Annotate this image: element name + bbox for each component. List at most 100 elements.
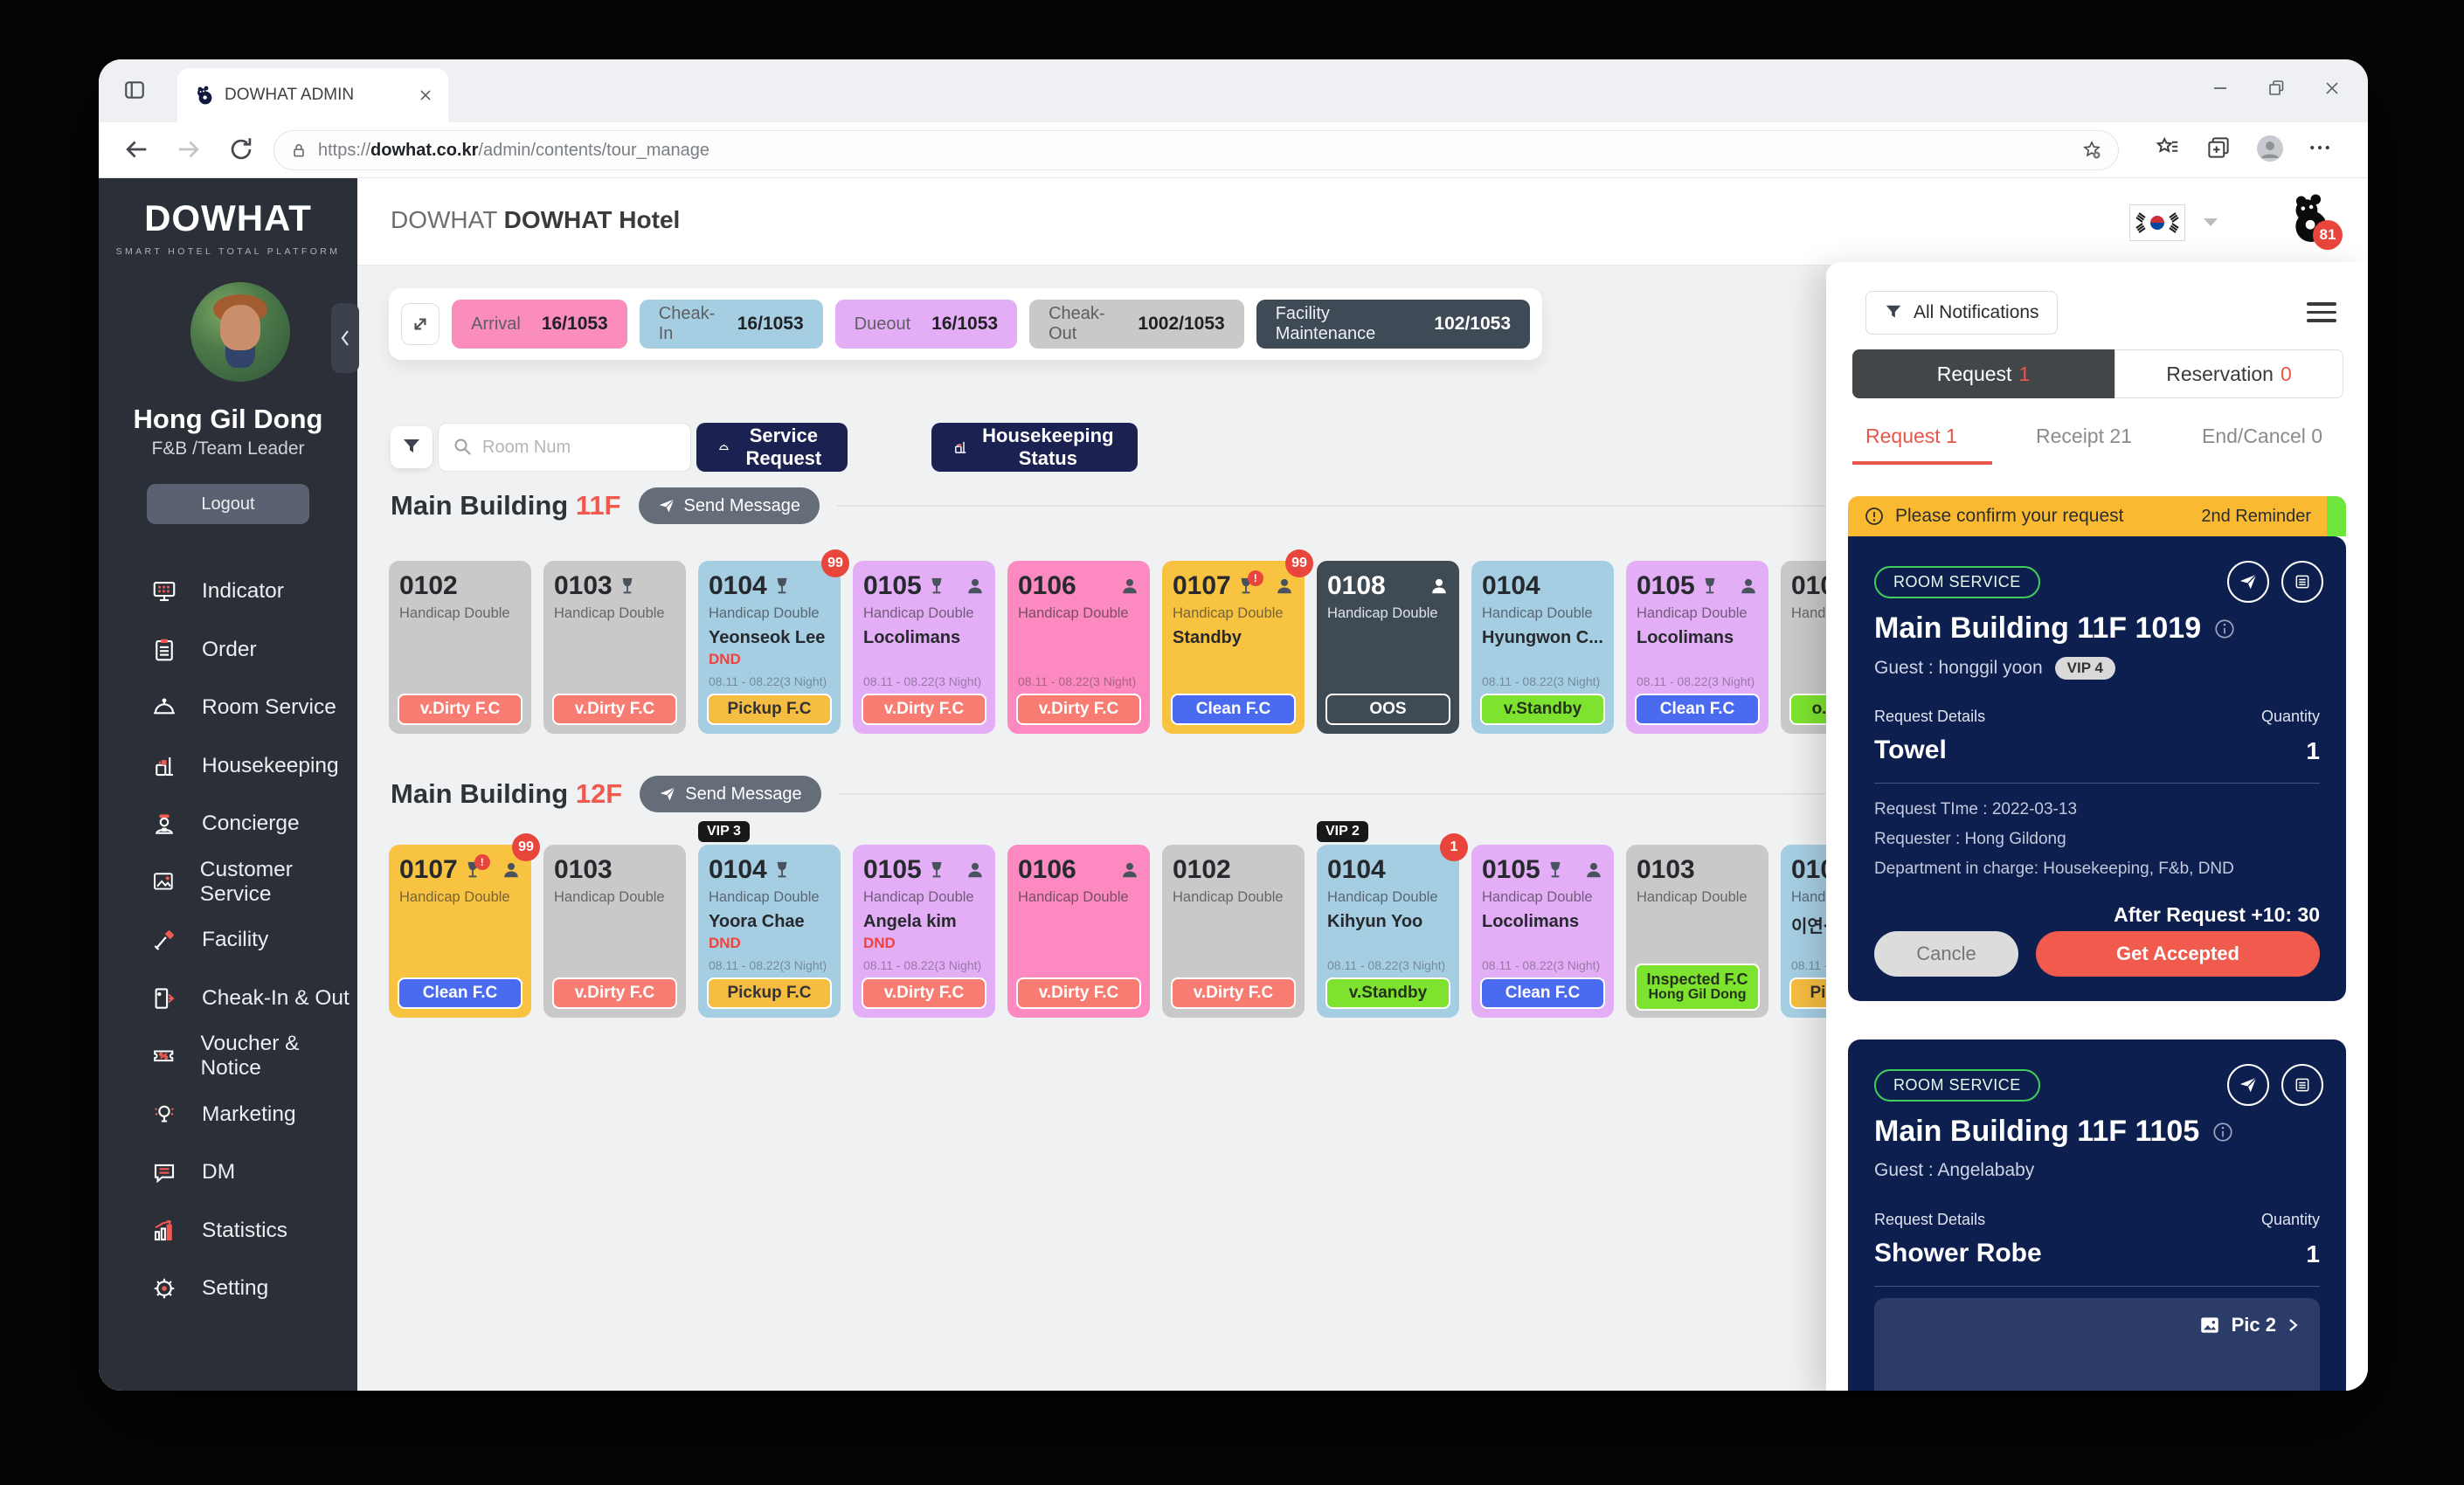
send-message-button[interactable]: Send Message [638,487,820,524]
window-minimize-button[interactable] [2211,79,2230,98]
housekeeping-status-badge[interactable]: v.Dirty F.C [552,977,677,1009]
sidebar-item-dm[interactable]: DM [99,1143,357,1202]
sidebar-item-voucher-notice[interactable]: Voucher & Notice [99,1027,357,1086]
tab-actions-icon[interactable] [123,79,146,101]
room-card[interactable]: 0106 Handicap Double v.Dirty F.C [1007,845,1150,1018]
room-type: Handicap Double [554,605,665,621]
room-card[interactable]: 0106 Handicap Double 08.11 - 08.22(3 Nig… [1007,561,1150,734]
status-pill-arrival[interactable]: Arrival 16/1053 [452,300,627,349]
room-card[interactable]: 0105 Handicap Double Locolimans 08.11 - … [853,561,995,734]
logout-button[interactable]: Logout [147,484,309,524]
language-flag-korea[interactable] [2129,204,2185,241]
search-input[interactable] [438,423,691,472]
sidebar-item-housekeeping[interactable]: Housekeeping [99,737,357,796]
request-list-icon[interactable] [2281,561,2323,603]
profile-avatar-icon[interactable] [2256,135,2284,162]
status-pill-dueout[interactable]: Dueout 16/1053 [834,300,1018,349]
housekeeping-status-badge[interactable]: v.Standby [1480,694,1605,725]
indicator-icon [151,578,177,604]
housekeeping-status-badge[interactable]: v.Dirty F.C [862,977,986,1009]
info-icon[interactable] [2211,1121,2234,1143]
tab-close-icon[interactable] [419,88,433,102]
housekeeping-status-badge[interactable]: v.Dirty F.C [398,694,523,725]
room-card[interactable]: 0105 Handicap Double Locolimans 08.11 - … [1626,561,1768,734]
subtab-receipt[interactable]: Receipt 21 [2036,425,2132,447]
sidebar-item-setting[interactable]: Setting [99,1260,357,1318]
room-card[interactable]: 0103 Handicap Double v.Dirty F.C [543,561,686,734]
cancel-button[interactable]: Cancle [1874,931,2018,977]
housekeeping-status-badge[interactable]: v.Dirty F.C [862,694,986,725]
sidebar-item-cheak-in-out[interactable]: Cheak-In & Out [99,970,357,1028]
subtab-end-cancel[interactable]: End/Cancel 0 [2202,425,2323,447]
sidebar-collapse-handle[interactable] [331,303,359,373]
status-pill-cheak-in[interactable]: Cheak-In 16/1053 [639,300,823,349]
room-card[interactable]: 0105 Handicap Double Angela kim DND 08.1… [853,845,995,1018]
request-list-icon[interactable] [2281,1064,2323,1106]
tab-request[interactable]: Request 1 [1852,349,2114,398]
browser-menu-icon[interactable] [2307,135,2333,161]
expand-icon[interactable] [401,303,440,345]
room-card[interactable]: 0108 Handicap Double OOS [1317,561,1459,734]
housekeeping-status-badge[interactable]: Clean F.C [1635,694,1760,725]
flag-dropdown-caret-icon[interactable] [2203,217,2218,227]
sidebar-item-marketing[interactable]: Marketing [99,1086,357,1144]
back-button[interactable] [121,135,151,164]
sidebar-item-indicator[interactable]: Indicator [99,563,357,621]
room-card[interactable]: 0102 Handicap Double v.Dirty F.C [1162,845,1305,1018]
pic-attachment-button[interactable]: Pic 2 [2198,1314,2299,1336]
housekeeping-status-badge[interactable]: Clean F.C [1171,694,1296,725]
room-card[interactable]: 0102 Handicap Double v.Dirty F.C [389,561,531,734]
get-accepted-button[interactable]: Get Accepted [2036,931,2320,977]
room-card[interactable]: VIP 3 0104 Handicap Double Yoora Chae DN… [698,821,841,1018]
room-card[interactable]: 0105 Handicap Double Locolimans 08.11 - … [1471,845,1614,1018]
housekeeping-status-badge[interactable]: v.Dirty F.C [1171,977,1296,1009]
forward-button[interactable] [174,135,204,164]
housekeeping-status-badge[interactable]: Pickup F.C [707,977,832,1009]
panel-menu-icon[interactable] [2307,297,2336,328]
room-card[interactable]: VIP 2 1 0104 Handicap Double Kihyun Yoo … [1317,821,1468,1018]
service-request-button[interactable]: Service Request [696,423,848,472]
sidebar-item-customer-service[interactable]: Customer Service [99,853,357,912]
tab-reservation[interactable]: Reservation 0 [2114,349,2343,398]
sidebar-item-statistics[interactable]: Statistics [99,1202,357,1261]
housekeeping-status-button[interactable]: Housekeeping Status [931,423,1139,472]
housekeeping-status-badge[interactable]: v.Dirty F.C [1016,977,1141,1009]
housekeeping-status-badge[interactable]: OOS [1325,694,1450,725]
room-card[interactable]: 0103 Handicap Double v.Dirty F.C [543,845,686,1018]
housekeeping-status-badge[interactable]: Clean F.C [1480,977,1605,1009]
all-notifications-filter-button[interactable]: All Notifications [1865,291,2058,335]
info-icon[interactable] [2213,618,2236,640]
window-close-button[interactable] [2322,79,2342,98]
sidebar-item-order[interactable]: Order [99,621,357,680]
housekeeping-status-badge[interactable]: v.Standby [1325,977,1450,1009]
housekeeping-status-badge[interactable]: Clean F.C [398,977,523,1009]
sidebar-item-facility[interactable]: Facility [99,911,357,970]
browser-tab[interactable]: DOWHAT ADMIN [177,68,448,122]
refresh-button[interactable] [226,135,256,164]
status-pill-facility-maintenance[interactable]: Facility Maintenance 102/1053 [1256,300,1530,349]
stay-dates: 08.11 - 08.22(3 Night) [863,674,982,688]
sidebar-item-room-service[interactable]: Room Service [99,679,357,737]
stay-dates: 08.11 - 08.22(3 Night) [709,958,827,972]
collections-icon[interactable] [2205,135,2232,161]
room-card[interactable]: 0103 Handicap Double Inspected F.C Hong G… [1626,845,1768,1018]
room-card[interactable]: 99 0104 Handicap Double Yeonseok Lee DND… [698,549,849,734]
room-card[interactable]: 0104 Handicap Double Hyungwon C... 08.11… [1471,561,1614,734]
send-message-button[interactable]: Send Message [640,776,821,812]
housekeeping-status-badge[interactable]: Inspected F.C Hong Gil Dong [1635,964,1760,1011]
sidebar-item-concierge[interactable]: Concierge [99,795,357,853]
favorites-bar-icon[interactable] [2155,135,2181,161]
subtab-request[interactable]: Request 1 [1865,425,1957,447]
filter-funnel-icon[interactable] [391,426,433,468]
room-card[interactable]: 99 0107! Handicap Double Standby Clean F… [1162,549,1313,734]
send-message-icon[interactable] [2227,1064,2269,1106]
send-message-icon[interactable] [2227,561,2269,603]
address-bar[interactable]: https://dowhat.co.kr/admin/contents/tour… [273,130,2119,170]
housekeeping-status-badge[interactable]: Pickup F.C [707,694,832,725]
housekeeping-status-badge[interactable]: v.Dirty F.C [552,694,677,725]
favorite-add-icon[interactable] [2081,140,2102,161]
room-card[interactable]: 99 0107! Handicap Double Clean F.C [389,833,540,1018]
housekeeping-status-badge[interactable]: v.Dirty F.C [1016,694,1141,725]
window-restore-button[interactable] [2267,79,2286,98]
status-pill-cheak-out[interactable]: Cheak-Out 1002/1053 [1029,300,1244,349]
